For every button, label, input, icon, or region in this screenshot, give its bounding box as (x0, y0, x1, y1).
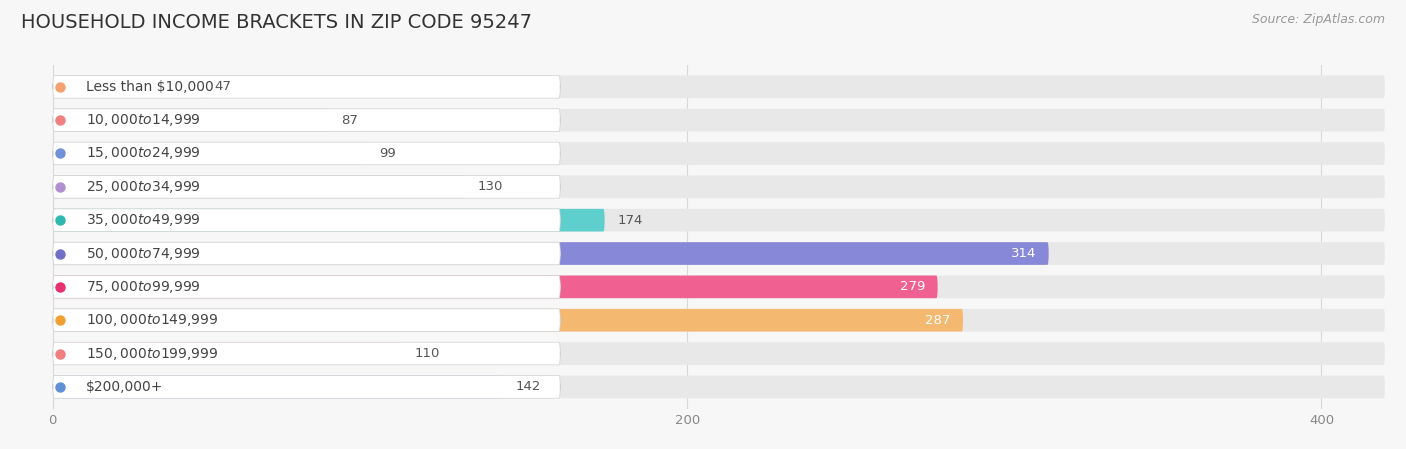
Text: 110: 110 (415, 347, 440, 360)
Text: 279: 279 (900, 280, 925, 293)
Text: 142: 142 (516, 380, 541, 393)
FancyBboxPatch shape (53, 142, 560, 165)
FancyBboxPatch shape (53, 309, 560, 331)
Text: $75,000 to $99,999: $75,000 to $99,999 (86, 279, 201, 295)
FancyBboxPatch shape (53, 309, 1385, 331)
Text: $50,000 to $74,999: $50,000 to $74,999 (86, 246, 201, 261)
Text: $15,000 to $24,999: $15,000 to $24,999 (86, 145, 201, 162)
Text: $200,000+: $200,000+ (86, 380, 163, 394)
FancyBboxPatch shape (53, 276, 560, 298)
Text: $150,000 to $199,999: $150,000 to $199,999 (86, 346, 218, 361)
FancyBboxPatch shape (53, 109, 329, 132)
FancyBboxPatch shape (53, 75, 1385, 98)
FancyBboxPatch shape (53, 276, 938, 298)
Text: 99: 99 (380, 147, 396, 160)
Text: $35,000 to $49,999: $35,000 to $49,999 (86, 212, 201, 228)
Text: 47: 47 (215, 80, 232, 93)
FancyBboxPatch shape (53, 176, 1385, 198)
FancyBboxPatch shape (53, 109, 1385, 132)
Text: 130: 130 (478, 180, 503, 194)
FancyBboxPatch shape (53, 242, 1385, 265)
FancyBboxPatch shape (53, 375, 1385, 398)
FancyBboxPatch shape (53, 209, 605, 232)
FancyBboxPatch shape (53, 342, 402, 365)
FancyBboxPatch shape (53, 142, 367, 165)
FancyBboxPatch shape (53, 176, 560, 198)
FancyBboxPatch shape (53, 276, 1385, 298)
Text: HOUSEHOLD INCOME BRACKETS IN ZIP CODE 95247: HOUSEHOLD INCOME BRACKETS IN ZIP CODE 95… (21, 13, 531, 32)
Text: $10,000 to $14,999: $10,000 to $14,999 (86, 112, 201, 128)
Text: Less than $10,000: Less than $10,000 (86, 80, 214, 94)
FancyBboxPatch shape (53, 142, 1385, 165)
FancyBboxPatch shape (53, 242, 560, 265)
Text: 287: 287 (925, 314, 950, 327)
FancyBboxPatch shape (53, 176, 465, 198)
FancyBboxPatch shape (53, 309, 963, 331)
Text: 87: 87 (342, 114, 359, 127)
Text: $25,000 to $34,999: $25,000 to $34,999 (86, 179, 201, 195)
FancyBboxPatch shape (53, 375, 503, 398)
FancyBboxPatch shape (53, 342, 560, 365)
FancyBboxPatch shape (53, 342, 1385, 365)
FancyBboxPatch shape (53, 242, 1049, 265)
FancyBboxPatch shape (53, 375, 560, 398)
Text: Source: ZipAtlas.com: Source: ZipAtlas.com (1251, 13, 1385, 26)
Text: 174: 174 (617, 214, 643, 227)
Text: 314: 314 (1011, 247, 1036, 260)
FancyBboxPatch shape (53, 209, 1385, 232)
Text: $100,000 to $149,999: $100,000 to $149,999 (86, 312, 218, 328)
FancyBboxPatch shape (53, 209, 560, 232)
FancyBboxPatch shape (53, 109, 560, 132)
FancyBboxPatch shape (53, 75, 560, 98)
FancyBboxPatch shape (53, 75, 202, 98)
